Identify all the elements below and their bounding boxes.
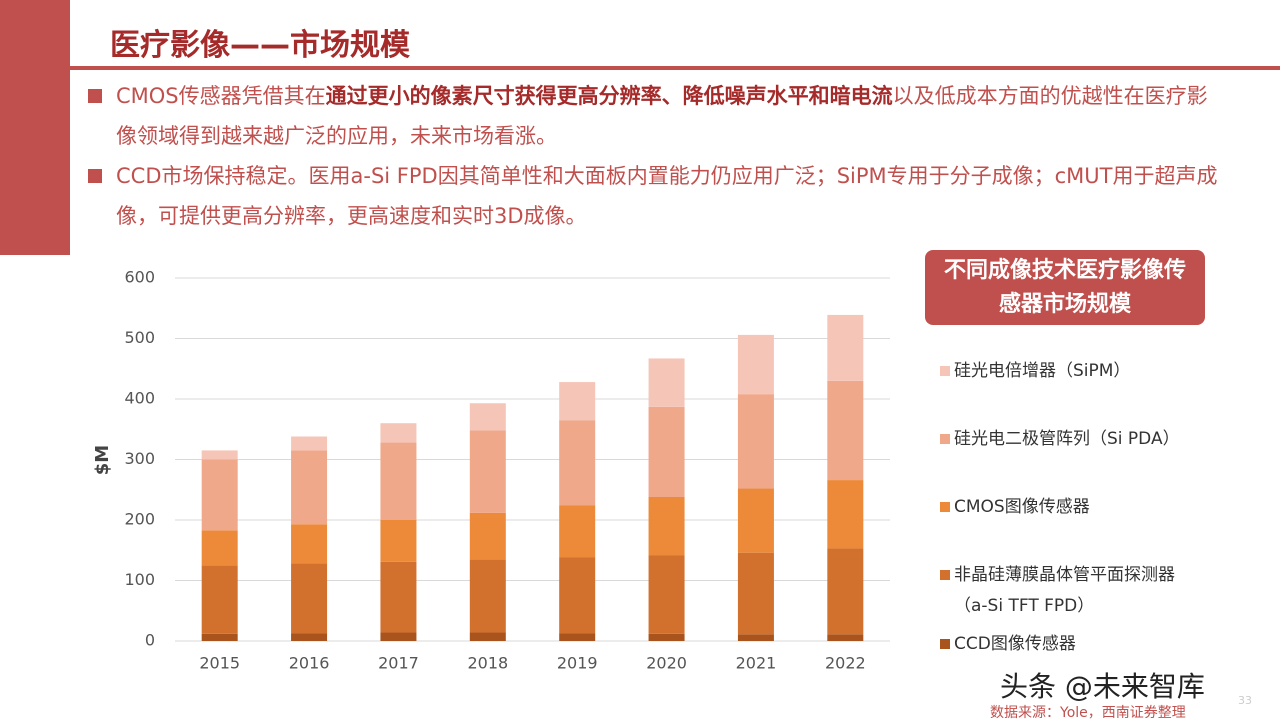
watermark: 头条 @未来智库 [1000,670,1205,703]
legend-entry: 非晶硅薄膜晶体管平面探测器（a-Si TFT FPD） [940,560,1200,622]
bar-segment [469,512,506,560]
legend-entry: CMOS图像传感器 [940,492,1200,523]
bar-segment [827,548,864,635]
bar-segment [380,442,417,520]
bar-segment [827,314,864,381]
slide-title: 医疗影像——市场规模 [110,28,410,63]
bar-segment [737,394,774,489]
y-tick-label: 300 [124,449,155,468]
bar-segment [827,480,864,549]
bar-segment [827,380,864,481]
bar-segment [380,632,417,641]
bar-segment [291,436,328,451]
bar-segment [559,505,596,558]
legend-marker [940,639,950,649]
bar-segment [291,563,328,634]
bar-segment [559,633,596,641]
legend-label: 硅光电二极管阵列（Si PDA） [954,429,1180,449]
legend-label: 非晶硅薄膜晶体管平面探测器（a-Si TFT FPD） [954,565,1175,616]
legend-label: 硅光电倍增器（SiPM） [954,361,1131,381]
legend-entry: 硅光电倍增器（SiPM） [940,356,1200,387]
bar-segment [559,382,596,421]
bar-segment [469,430,506,513]
bar-segment [737,334,774,395]
legend-marker [940,502,950,512]
bar-segment [827,634,864,641]
bar-segment [737,552,774,635]
legend-entry: 硅光电二极管阵列（Si PDA） [940,424,1200,455]
bar-segment [380,423,417,443]
bar-segment [291,524,328,564]
bar-segment [201,530,238,566]
bar-segment [380,561,417,633]
legend-title: 不同成像技术医疗影像传感器市场规模 [925,250,1205,325]
bar-segment [201,565,238,634]
bar-segment [648,406,685,498]
y-tick-label: 400 [124,389,155,408]
text: 以及低成本方面的优越性在医疗影像领域得到越来越广泛的应用，未来市场看涨。 [116,84,1208,148]
bar-segment [559,557,596,634]
bar-segment [201,459,238,531]
page-number: 33 [1238,694,1252,707]
bar-segment [469,632,506,641]
legend-marker [940,434,950,444]
x-tick-label: 2016 [289,654,330,673]
bar-segment [201,450,238,460]
y-tick-label: 100 [124,570,155,589]
bar-segment [737,488,774,553]
bullet-list: CMOS传感器凭借其在通过更小的像素尺寸获得更高分辨率、降低噪声水平和暗电流以及… [88,76,1228,236]
bold-text: 通过更小的像素尺寸获得更高分辨率、降低噪声水平和暗电流 [325,84,893,108]
bullet: CMOS传感器凭借其在通过更小的像素尺寸获得更高分辨率、降低噪声水平和暗电流以及… [88,76,1228,156]
y-tick-label: 500 [124,328,155,347]
text: CCD市场保持稳定。医用a-Si FPD因其简单性和大面板内置能力仍应用广泛；S… [116,164,1218,228]
bar-segment [648,633,685,641]
bar-segment [469,403,506,431]
bar-segment [648,497,685,556]
bar-segment [380,520,417,562]
legend-label: CMOS图像传感器 [954,497,1090,517]
legend-marker [940,366,950,376]
legend-label: CCD图像传感器 [954,634,1076,654]
title-band [70,0,1280,68]
bar-segment [648,358,685,407]
y-tick-label: 600 [124,268,155,287]
x-tick-label: 2018 [467,654,508,673]
bar-segment [737,634,774,641]
legend-marker [940,570,950,580]
bar-segment [291,450,328,525]
bar-segment [469,559,506,633]
x-tick-label: 2017 [378,654,419,673]
bar-segment [648,555,685,634]
x-tick-label: 2015 [199,654,240,673]
bullet: CCD市场保持稳定。医用a-Si FPD因其简单性和大面板内置能力仍应用广泛；S… [88,156,1228,236]
y-tick-label: 0 [145,631,155,650]
x-tick-label: 2020 [646,654,687,673]
bar-segment [559,420,596,506]
y-tick-label: 200 [124,510,155,529]
side-band [0,0,70,255]
title-rule [70,66,1280,70]
legend-entry: CCD图像传感器 [940,629,1200,660]
bar-segment [201,633,238,641]
x-tick-label: 2021 [736,654,777,673]
text: CMOS传感器凭借其在 [116,84,326,108]
x-tick-label: 2019 [557,654,598,673]
x-tick-label: 2022 [825,654,866,673]
y-axis-label: $M [92,445,113,475]
bar-segment [291,633,328,641]
source-note: 数据来源：Yole，西南证券整理 [990,705,1186,721]
